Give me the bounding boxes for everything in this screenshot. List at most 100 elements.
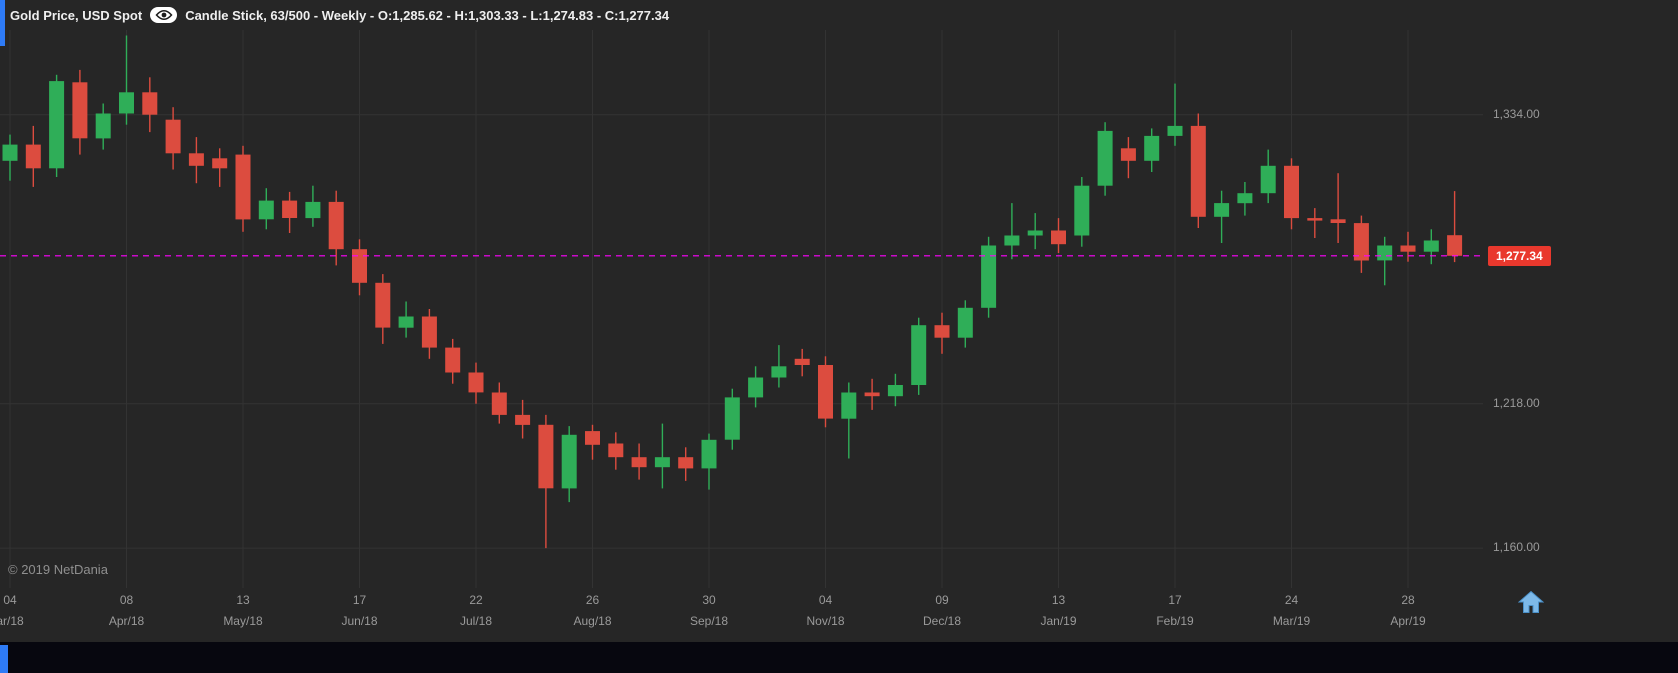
candle-body — [771, 366, 787, 378]
candle-body — [748, 377, 764, 398]
candle-body — [445, 347, 461, 373]
candle-body — [724, 397, 740, 440]
candle-body — [142, 92, 158, 115]
price-axis[interactable]: 1,277.34 1,334.00 1,218.00 1,160.00 — [1483, 30, 1678, 588]
x-axis-month-label: Jun/18 — [341, 614, 378, 628]
candle-body — [1097, 130, 1113, 186]
candle-body — [794, 358, 810, 365]
y-axis-label: 1,160.00 — [1493, 540, 1540, 555]
x-axis-day-label: 04 — [3, 593, 17, 607]
candle-body — [119, 92, 134, 114]
x-axis-month-label: Jan/19 — [1040, 614, 1077, 628]
candle-body — [72, 82, 88, 139]
last-price-badge: 1,277.34 — [1488, 245, 1551, 266]
candle-body — [1120, 148, 1136, 161]
candle-body — [911, 325, 927, 385]
candle-body — [1400, 245, 1416, 252]
x-axis-month-label: May/18 — [223, 614, 263, 628]
x-axis-day-label: 17 — [1168, 593, 1182, 607]
candle-body — [165, 119, 181, 154]
x-axis-month-label: Sep/18 — [689, 614, 729, 628]
candle-body — [864, 392, 880, 397]
x-axis-month-label: Nov/18 — [806, 614, 845, 628]
candle-body — [608, 443, 624, 458]
x-axis-month-label: Feb/19 — [1156, 614, 1194, 628]
x-axis-month-label: Apr/19 — [1390, 614, 1426, 628]
candle-body — [1377, 245, 1393, 261]
candle-body — [212, 158, 228, 169]
candle-body — [887, 385, 903, 397]
x-axis-day-label: 26 — [585, 593, 600, 607]
candle-body — [1190, 125, 1206, 217]
candle-body — [1307, 218, 1323, 221]
x-axis-month-label: Apr/18 — [108, 614, 145, 628]
x-axis-day-label: 24 — [1284, 593, 1299, 607]
x-axis-month-label: Dec/18 — [922, 614, 962, 628]
time-axis[interactable]: 04 ar/18 08 Apr/18 13 May/18 17 Jun/18 22 Jul/18 2… — [0, 588, 1678, 642]
x-axis-day-label: 13 — [236, 593, 250, 607]
candle-body — [561, 434, 577, 489]
candle-body — [631, 457, 647, 468]
chart-header: Gold Price, USD Spot Candle Stick, 63/50… — [0, 0, 1678, 30]
y-axis-label: 1,334.00 — [1493, 106, 1540, 121]
candle-body — [1353, 223, 1369, 261]
background-window-edge-bottom — [0, 645, 8, 673]
candle-body — [654, 457, 670, 468]
candle-body — [49, 81, 65, 169]
home-icon[interactable] — [1517, 590, 1545, 619]
candle-body — [1423, 240, 1439, 252]
candle-body — [258, 200, 274, 220]
candle-body — [352, 249, 367, 283]
candle-body — [1167, 125, 1183, 136]
x-axis-day-label: 30 — [702, 593, 716, 607]
candle-body — [957, 307, 973, 338]
candle-body — [305, 201, 321, 219]
x-axis-month-label: Mar/19 — [1272, 614, 1311, 628]
candle-body — [1447, 235, 1463, 256]
eye-icon[interactable] — [150, 7, 178, 23]
candle-body — [1330, 219, 1346, 223]
candle-body — [468, 372, 484, 393]
candle-body — [282, 200, 298, 218]
x-axis-day-label: 04 — [818, 593, 833, 607]
x-axis-day-label: 28 — [1401, 593, 1415, 607]
bottom-bar — [0, 642, 1678, 673]
y-axis-label: 1,218.00 — [1493, 395, 1540, 410]
candle-body — [95, 113, 111, 139]
candle-body — [398, 316, 414, 328]
candle-body — [1284, 165, 1299, 219]
candle-body — [678, 457, 694, 469]
candle-body — [235, 154, 251, 220]
x-axis-month-label: Jul/18 — [459, 614, 493, 628]
candle-body — [981, 245, 997, 308]
x-axis-day-label: 09 — [935, 593, 949, 607]
candle-body — [1144, 135, 1160, 161]
candle-body — [515, 414, 531, 425]
candle-body — [1260, 165, 1276, 194]
x-axis-day-label: 08 — [119, 593, 134, 607]
x-axis-month-label: Aug/18 — [573, 614, 612, 628]
candle-body — [375, 282, 391, 328]
candle-body — [328, 201, 344, 250]
copyright-watermark: © 2019 NetDania — [8, 562, 108, 577]
candle-body — [818, 365, 833, 419]
candle-body — [421, 316, 437, 348]
x-axis-day-label: 22 — [469, 593, 483, 607]
candle-body — [1051, 230, 1066, 245]
candle-body — [25, 144, 41, 169]
candle-body — [1074, 185, 1090, 236]
candle-body — [188, 153, 204, 166]
candle-body — [538, 424, 554, 489]
candlestick-chart[interactable] — [0, 30, 1483, 588]
x-axis-day-label: 17 — [352, 593, 367, 607]
candle-body — [1004, 235, 1020, 246]
x-axis-day-label: 13 — [1051, 593, 1066, 607]
candle-body — [585, 431, 600, 445]
background-window-edge-top — [0, 0, 5, 46]
candle-body — [1027, 230, 1043, 236]
candle-body — [2, 144, 18, 161]
candle-body — [1214, 203, 1230, 217]
series-info: Candle Stick, 63/500 - Weekly - O:1,285.… — [185, 7, 670, 23]
candle-body — [1237, 193, 1253, 204]
